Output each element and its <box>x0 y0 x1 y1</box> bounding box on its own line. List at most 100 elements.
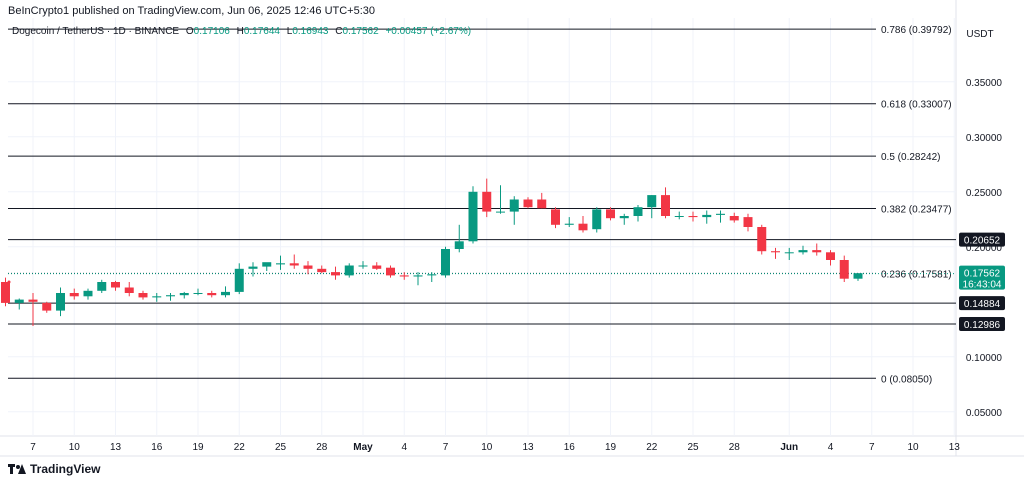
tradingview-logo-icon <box>8 464 26 474</box>
candle-body <box>509 199 519 212</box>
candle-body <box>757 227 767 252</box>
x-tick-label: 19 <box>605 442 617 453</box>
low-value: 0.16943 <box>292 26 329 37</box>
candle-body <box>262 262 272 267</box>
candle-body <box>523 199 533 208</box>
candle-body <box>344 265 354 276</box>
candle-body <box>413 275 423 277</box>
candle <box>592 207 602 233</box>
candle-body <box>14 299 24 303</box>
candle <box>372 262 382 270</box>
x-tick-label: 13 <box>522 442 534 453</box>
candle <box>537 192 547 209</box>
x-tick-label: 10 <box>481 442 493 453</box>
y-tick-label: 0.30000 <box>966 133 1003 144</box>
candle-body <box>179 293 189 296</box>
candle <box>564 217 574 227</box>
candle <box>454 224 464 253</box>
candle-body <box>193 293 203 294</box>
candle-body <box>729 216 739 221</box>
candle <box>812 243 822 256</box>
candle <box>97 279 107 293</box>
candle <box>716 210 725 223</box>
candle-body <box>592 209 602 230</box>
candle <box>56 287 65 317</box>
candle <box>124 282 134 297</box>
candle-body <box>28 299 38 302</box>
candle <box>757 224 767 255</box>
candle <box>468 186 478 244</box>
x-tick-label: 16 <box>564 442 576 453</box>
open-value: 0.17106 <box>193 26 230 37</box>
x-tick-label: 7 <box>30 442 36 453</box>
candle-body <box>83 290 93 297</box>
candle-body <box>1 282 10 303</box>
candle <box>729 212 739 223</box>
change-value: +0.00457 (+2.67%) <box>385 26 472 37</box>
candle <box>702 210 712 224</box>
candle <box>14 298 24 310</box>
candle-body <box>317 268 327 273</box>
candle-body <box>56 293 65 311</box>
candle <box>551 207 560 229</box>
candle <box>619 213 629 225</box>
level-label-bg <box>959 296 1005 311</box>
candle-body <box>248 266 258 269</box>
candle <box>784 247 794 260</box>
candle-body <box>331 272 340 276</box>
candle <box>661 187 670 219</box>
x-tick-label: 13 <box>949 442 961 453</box>
candle <box>289 254 299 269</box>
x-tick-label: 22 <box>234 442 246 453</box>
candle <box>413 272 423 286</box>
candle <box>399 272 409 280</box>
candle-body <box>42 302 52 311</box>
horizontal-levels <box>8 239 956 325</box>
candle <box>427 272 437 282</box>
y-tick-label: 0.05000 <box>966 408 1003 419</box>
fib-label: 0.786 (0.39792) <box>881 25 952 36</box>
y-tick-label: 0.35000 <box>966 78 1003 89</box>
candle <box>358 261 368 269</box>
tradingview-footer[interactable]: TradingView <box>8 462 100 476</box>
candle <box>496 185 505 214</box>
candle-body <box>702 214 712 218</box>
candle-body <box>234 268 244 292</box>
candle-body <box>537 199 547 209</box>
candle <box>743 213 753 232</box>
level-label: 0.14884 <box>964 299 1001 310</box>
x-tick-label: 16 <box>151 442 163 453</box>
y-tick-label: 0.25000 <box>966 188 1003 199</box>
candle-body <box>564 223 574 225</box>
candle <box>509 196 519 225</box>
candles <box>1 178 863 326</box>
start-marker <box>7 280 11 284</box>
fib-label: 0.382 (0.23477) <box>881 205 952 216</box>
time-axis: 7 10 13 16 19 22 25 28 May 4 7 10 13 16 19 22 25 28 Jun 4 7 1… <box>30 442 960 453</box>
symbol-name: Dogecoin / TetherUS · 1D · BINANCE <box>12 26 180 37</box>
open-label: O <box>185 26 194 37</box>
candle <box>111 280 120 291</box>
x-tick-label: 7 <box>869 442 875 453</box>
level-label: 0.12986 <box>964 320 1001 331</box>
y-tick-label: 0.20000 <box>966 243 1003 254</box>
candle <box>647 195 657 219</box>
x-tick-label: 25 <box>275 442 287 453</box>
fib-label: 0 (0.08050) <box>881 374 932 385</box>
candle-body <box>468 191 478 242</box>
candle-body <box>441 249 450 276</box>
candle-body <box>358 265 368 267</box>
x-tick-label: Jun <box>780 442 798 453</box>
candle-body <box>276 263 285 265</box>
candle-body <box>798 250 808 253</box>
fib-label: 0.618 (0.33007) <box>881 100 952 111</box>
candle-body <box>138 293 148 298</box>
candle <box>839 255 849 282</box>
candle <box>138 290 148 300</box>
candle-body <box>661 195 670 216</box>
candle-body <box>289 263 299 266</box>
fib-label: 0.5 (0.28242) <box>881 152 941 163</box>
candle <box>42 301 52 313</box>
candle <box>853 273 863 281</box>
